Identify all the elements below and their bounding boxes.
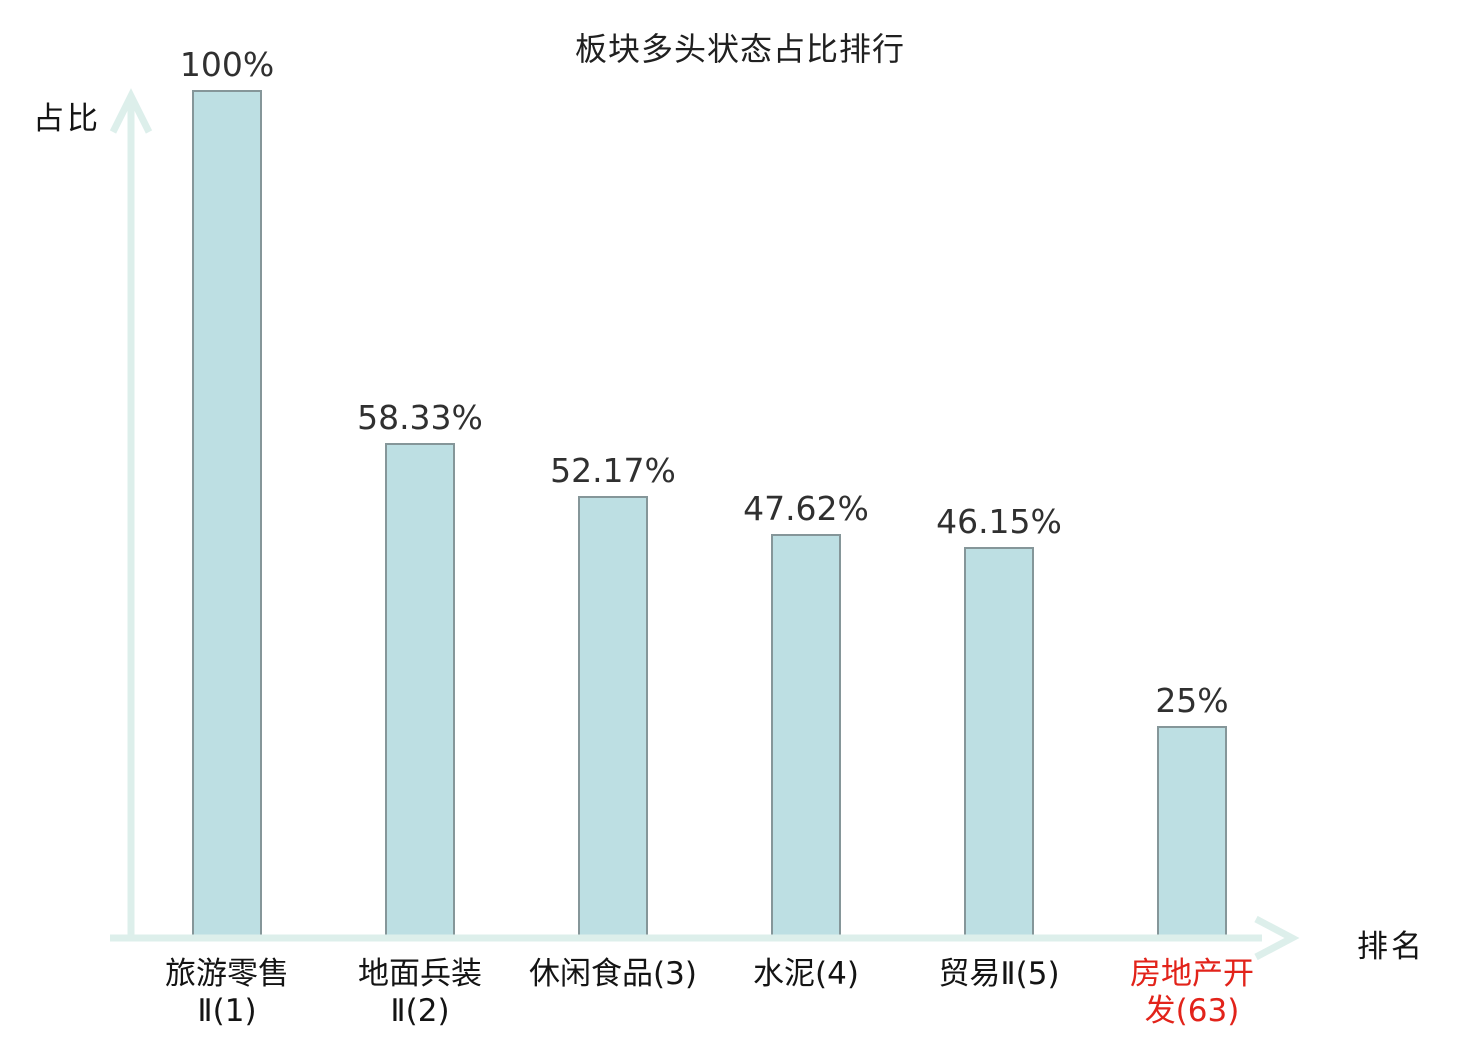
bar-category-label: 地面兵装 Ⅱ(2) — [358, 956, 482, 1029]
x-axis-arrowhead — [1254, 915, 1300, 961]
bar-value-label: 100% — [179, 45, 275, 84]
bar — [1157, 726, 1227, 938]
bar — [771, 534, 841, 938]
bar-category-label: 房地产开 发(63) — [1130, 956, 1254, 1029]
bar-value-label: 46.15% — [936, 501, 1062, 541]
y-axis-title: 占比 — [33, 101, 101, 137]
bar-value-label: 47.62% — [743, 489, 869, 529]
bar-category-label: 旅游零售 Ⅱ(1) — [165, 956, 289, 1029]
bar — [578, 495, 648, 938]
bar-category-label: 贸易Ⅱ(5) — [938, 956, 1060, 992]
bar — [964, 546, 1034, 938]
bar-category-label: 休闲食品(3) — [529, 956, 697, 992]
bar-value-label: 58.33% — [357, 398, 483, 438]
chart-title: 板块多头状态占比排行 — [574, 30, 905, 68]
y-axis-arrowhead — [109, 88, 153, 134]
bar — [385, 443, 455, 938]
bar — [192, 90, 262, 938]
x-axis-title: 排名 — [1357, 929, 1425, 965]
bar-value-label: 25% — [1155, 681, 1229, 720]
bar-category-label: 水泥(4) — [753, 956, 859, 992]
bar-value-label: 52.17% — [550, 450, 676, 490]
